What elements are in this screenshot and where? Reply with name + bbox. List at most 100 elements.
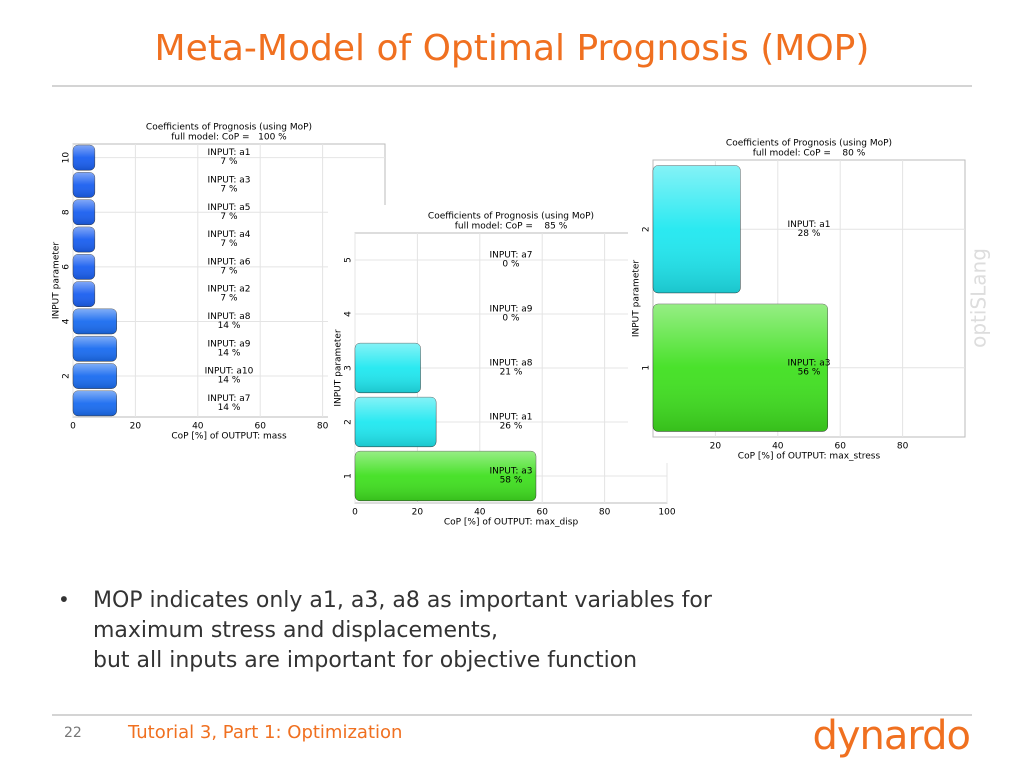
bar-value-label: 21 % <box>500 368 523 378</box>
bar-value-label: 14 % <box>218 321 241 331</box>
bar-category-label: INPUT: a3 <box>489 467 532 477</box>
charts: optiSLang Coefficients of Prognosis (usin… <box>50 118 991 530</box>
chart-subtitle: full model: CoP = 85 % <box>455 222 568 232</box>
x-tick-label: 0 <box>352 508 358 518</box>
bar-category-label: INPUT: a8 <box>489 359 532 369</box>
bar-category-label: INPUT: a9 <box>207 339 250 349</box>
y-tick-label: 1 <box>344 473 354 479</box>
bar-shine <box>73 308 117 335</box>
bar-category-label: INPUT: a7 <box>489 251 532 261</box>
bar-value-label: 7 % <box>220 212 238 222</box>
y-tick-label: 2 <box>62 373 72 379</box>
bar-category-label: INPUT: a10 <box>205 367 254 377</box>
bar-shine <box>73 199 95 225</box>
bar-category-label: INPUT: a8 <box>207 312 250 322</box>
watermark: optiSLang <box>967 248 991 348</box>
bullet-line: MOP indicates only a1, a3, a8 as importa… <box>93 588 713 613</box>
bullet-line: maximum stress and displacements, <box>93 618 498 643</box>
x-tick-label: 20 <box>710 442 722 452</box>
x-tick-label: 60 <box>536 508 548 518</box>
chart: optiSLang Coefficients of Prognosis (usin… <box>628 133 991 463</box>
x-tick-label: 60 <box>254 422 266 432</box>
bar-category-label: INPUT: a5 <box>207 203 250 213</box>
bar-value-label: 7 % <box>220 266 238 276</box>
y-tick-label: 5 <box>344 257 354 263</box>
y-tick-label: 8 <box>62 209 72 215</box>
x-axis-label: CoP [%] of OUTPUT: max_stress <box>738 452 881 462</box>
bar-shine <box>355 343 421 393</box>
bar-value-label: 7 % <box>220 294 238 304</box>
x-tick-label: 40 <box>192 422 204 432</box>
bar-category-label: INPUT: a1 <box>489 413 532 423</box>
y-axis-label: INPUT parameter <box>334 329 344 407</box>
y-tick-label: 6 <box>62 264 72 270</box>
bar-value-label: 26 % <box>500 422 523 432</box>
bar-value-label: 14 % <box>218 376 241 386</box>
bar-shine <box>73 254 95 280</box>
y-tick-label: 2 <box>642 226 652 232</box>
bar-shine <box>73 363 117 389</box>
bar-value-label: 28 % <box>798 229 821 239</box>
bar-category-label: INPUT: a6 <box>207 257 250 267</box>
x-tick-label: 0 <box>70 422 76 432</box>
x-tick-label: 40 <box>474 508 486 518</box>
page-number: 22 <box>64 725 82 741</box>
chart-title: Coefficients of Prognosis (using MoP) <box>428 212 594 222</box>
y-tick-label: 10 <box>62 152 72 164</box>
x-tick-label: 80 <box>599 508 611 518</box>
bar-category-label: INPUT: a9 <box>489 305 532 315</box>
bar-category-label: INPUT: a1 <box>787 220 830 230</box>
bar-shine <box>73 226 95 253</box>
bar-shine <box>653 165 741 293</box>
y-axis-label: INPUT parameter <box>52 242 62 320</box>
x-tick-label: 20 <box>412 508 424 518</box>
bar-category-label: INPUT: a7 <box>207 394 250 404</box>
bar-shine <box>73 390 117 416</box>
y-tick-label: 1 <box>642 365 652 371</box>
chart-subtitle: full model: CoP = 100 % <box>171 133 287 143</box>
chart-title: Coefficients of Prognosis (using MoP) <box>726 139 892 149</box>
bar-shine <box>355 397 437 447</box>
bar-category-label: INPUT: a4 <box>207 230 250 240</box>
bar-category-label: INPUT: a2 <box>207 285 250 295</box>
y-tick-label: 4 <box>62 318 72 324</box>
bar-value-label: 7 % <box>220 239 238 249</box>
x-axis-label: CoP [%] of OUTPUT: max_disp <box>444 518 579 528</box>
bar-value-label: 58 % <box>500 476 523 486</box>
bar-shine <box>73 281 95 307</box>
bar-value-label: 14 % <box>218 403 241 413</box>
bar-shine <box>355 451 536 501</box>
bar-category-label: INPUT: a3 <box>207 175 250 185</box>
bar-shine <box>73 172 95 198</box>
chart-title: Coefficients of Prognosis (using MoP) <box>146 123 312 133</box>
x-tick-label: 40 <box>772 442 784 452</box>
x-tick-label: 80 <box>897 442 909 452</box>
bar-value-label: 14 % <box>218 348 241 358</box>
bar-category-label: INPUT: a1 <box>207 148 250 158</box>
logo: dynardo <box>812 713 970 759</box>
bullet-line: but all inputs are important for objecti… <box>93 648 637 673</box>
y-tick-label: 2 <box>344 419 354 425</box>
y-tick-label: 4 <box>344 311 354 317</box>
bar-value-label: 0 % <box>502 314 520 324</box>
slide-title: Meta-Model of Optimal Prognosis (MOP) <box>155 28 870 69</box>
x-tick-label: 60 <box>834 442 846 452</box>
chart-subtitle: full model: CoP = 80 % <box>753 149 866 159</box>
x-tick-label: 80 <box>317 422 329 432</box>
bar-value-label: 7 % <box>220 157 238 167</box>
y-tick-label: 3 <box>344 365 354 371</box>
x-tick-label: 100 <box>658 508 675 518</box>
bar-value-label: 0 % <box>502 260 520 270</box>
bar-value-label: 7 % <box>220 184 238 194</box>
x-axis-label: CoP [%] of OUTPUT: mass <box>171 432 287 442</box>
footer-text: Tutorial 3, Part 1: Optimization <box>127 722 402 743</box>
x-tick-label: 20 <box>130 422 142 432</box>
bar-shine <box>73 336 117 362</box>
bar-value-label: 56 % <box>798 367 821 377</box>
bar-shine <box>73 145 95 171</box>
bar-shine <box>653 304 828 432</box>
bullet-dot: • <box>58 588 70 612</box>
bar-category-label: INPUT: a3 <box>787 358 830 368</box>
y-axis-label: INPUT parameter <box>632 260 642 338</box>
